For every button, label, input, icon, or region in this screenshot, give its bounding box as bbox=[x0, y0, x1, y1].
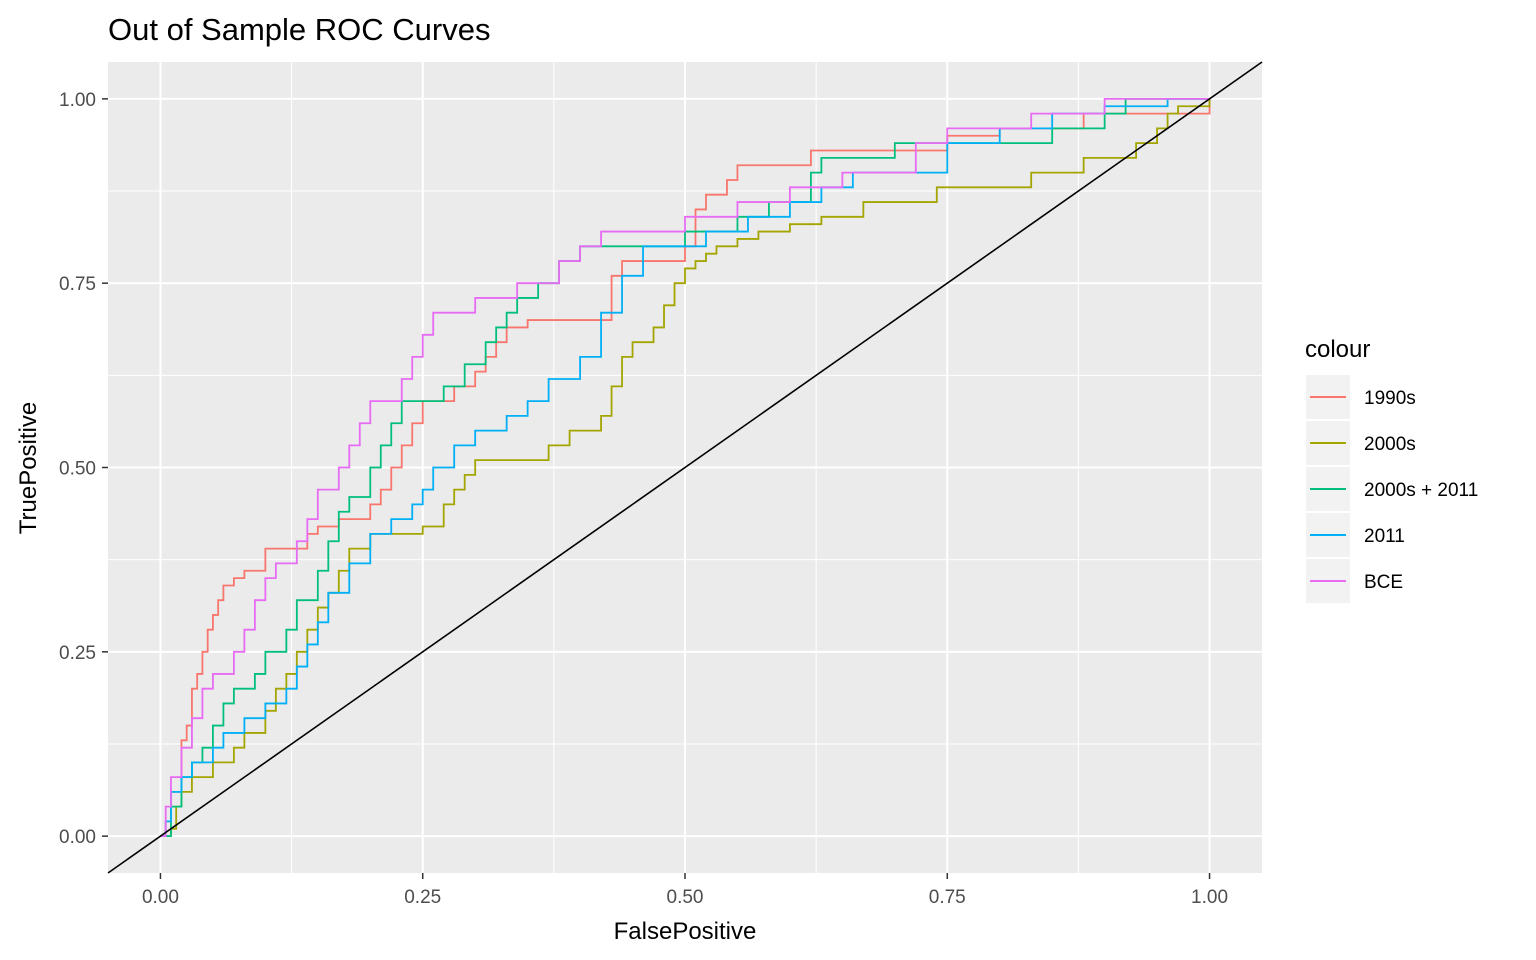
series-line-4 bbox=[160, 97, 1210, 838]
y-tick-label: 1.00 bbox=[59, 90, 96, 111]
y-axis-title: TruePositive bbox=[15, 402, 42, 535]
axis-ticks: 0.00 0.25 0.50 0.75 1.00 0.00 0.25 0.50 0.75 1.00 bbox=[59, 90, 1228, 908]
y-tick-label: 0.25 bbox=[59, 643, 96, 664]
legend: colour 1990s 2000s 2000s + 2011 2011 BCE bbox=[1305, 336, 1478, 603]
legend-label: 2011 bbox=[1364, 526, 1405, 547]
series-line-2 bbox=[160, 97, 1210, 838]
legend-label: 2000s + 2011 bbox=[1364, 480, 1478, 501]
x-tick-label: 0.00 bbox=[142, 887, 179, 908]
legend-title: colour bbox=[1305, 336, 1370, 363]
y-tick-label: 0.00 bbox=[59, 827, 96, 848]
chart-title: Out of Sample ROC Curves bbox=[108, 12, 490, 47]
legend-label: 2000s bbox=[1364, 434, 1416, 455]
legend-label: BCE bbox=[1364, 572, 1403, 593]
series-line-0 bbox=[160, 98, 1211, 838]
x-tick-label: 0.50 bbox=[667, 887, 704, 908]
reference-layer bbox=[107, 61, 1263, 874]
x-tick-label: 0.75 bbox=[929, 887, 966, 908]
reference-diagonal bbox=[107, 61, 1263, 874]
x-tick-label: 0.25 bbox=[404, 887, 441, 908]
x-axis-title: FalsePositive bbox=[614, 918, 757, 945]
series-layer bbox=[160, 97, 1211, 838]
y-tick-label: 0.50 bbox=[59, 459, 96, 480]
x-tick-label: 1.00 bbox=[1191, 887, 1228, 908]
legend-label: 1990s bbox=[1364, 388, 1416, 409]
y-tick-label: 0.75 bbox=[59, 274, 96, 295]
